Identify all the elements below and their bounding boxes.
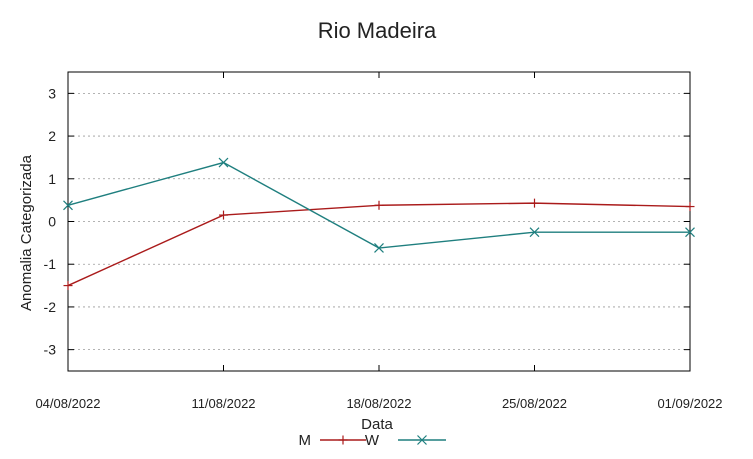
x-tick-label: 11/08/2022 xyxy=(191,396,255,411)
data-point-M xyxy=(63,281,73,291)
y-axis: 3 2 1 0 -1 -2 -3 xyxy=(44,85,690,358)
y-tick-label: 3 xyxy=(48,85,56,101)
y-tick-label: -1 xyxy=(44,256,57,272)
x-tick-label: 25/08/2022 xyxy=(502,396,567,411)
legend-label-M: M xyxy=(299,432,312,449)
series-line-M xyxy=(67,202,691,287)
data-point-M xyxy=(219,210,228,220)
y-tick-label: 0 xyxy=(48,214,56,230)
data-point-W xyxy=(63,200,73,211)
y-tick-label: 2 xyxy=(48,128,56,144)
data-point-W xyxy=(218,157,229,168)
data-point-W xyxy=(685,227,695,238)
legend-label-W: W xyxy=(365,432,380,449)
x-axis-label: Data xyxy=(361,416,393,433)
grid xyxy=(68,92,690,351)
chart-title: Rio Madeira xyxy=(318,18,437,43)
legend-marker-M xyxy=(338,435,348,445)
y-tick-label: -2 xyxy=(44,299,57,315)
legend-marker-W xyxy=(417,435,427,445)
data-point-M xyxy=(685,202,695,212)
data-point-W xyxy=(374,243,384,253)
data-point-M xyxy=(530,198,539,208)
y-axis-label: Anomalia Categorizada xyxy=(18,154,35,311)
data-point-W xyxy=(529,227,540,238)
x-tick-label: 01/09/2022 xyxy=(657,396,722,411)
x-tick-label: 18/08/2022 xyxy=(346,396,411,411)
x-tick-label: 04/08/2022 xyxy=(35,396,100,411)
y-tick-label: 1 xyxy=(48,171,56,187)
data-point-M xyxy=(374,200,384,210)
x-axis: 04/08/2022 11/08/2022 18/08/2022 25/08/2022… xyxy=(35,72,723,411)
series-group xyxy=(63,157,695,291)
y-tick-label: -3 xyxy=(44,342,57,358)
